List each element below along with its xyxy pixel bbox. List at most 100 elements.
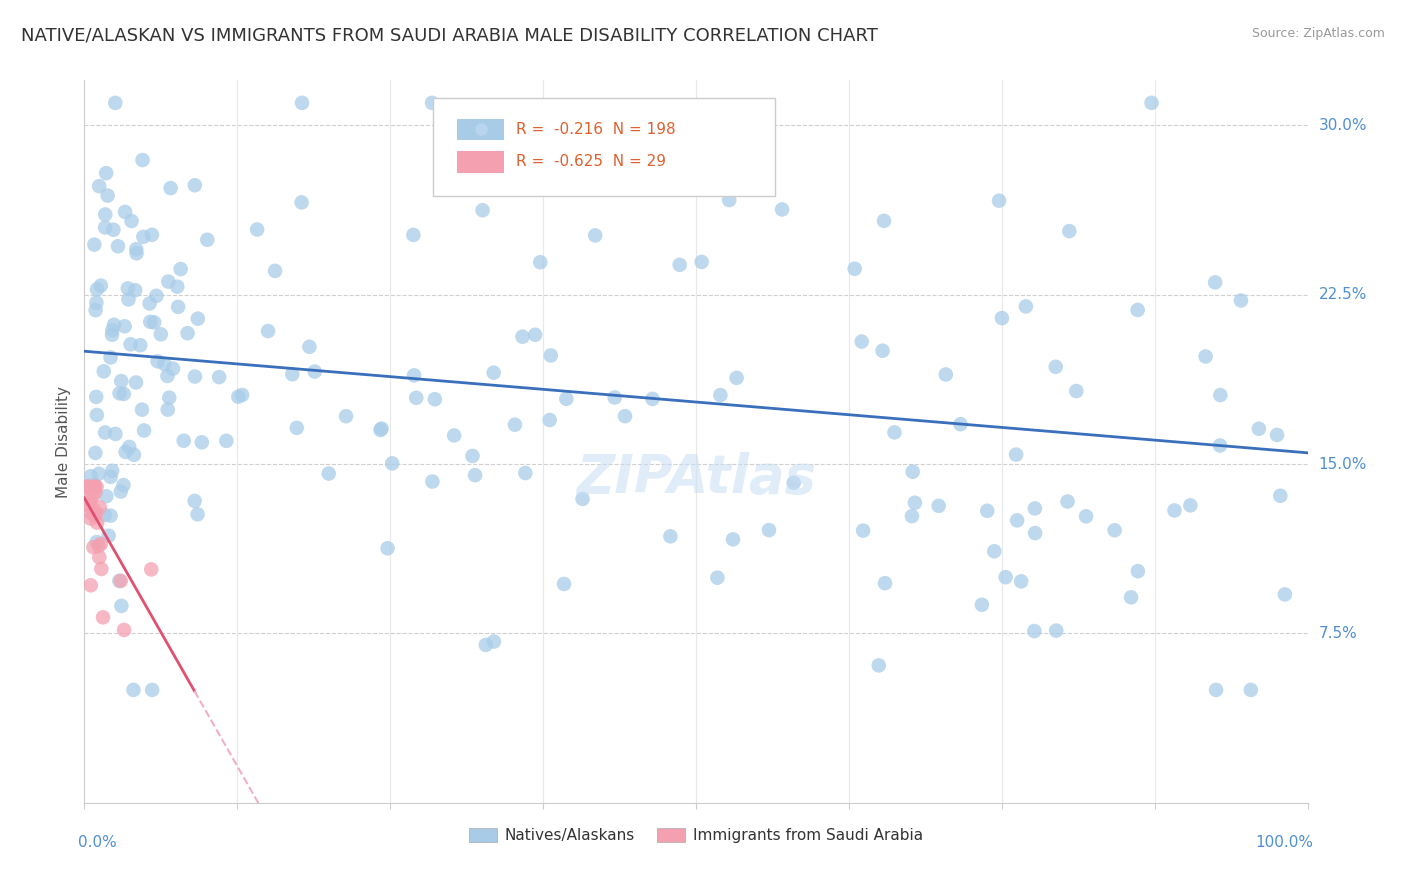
Immigrants from Saudi Arabia (86, 480, 108, 494)
Natives/Alaskans (97, 188, 120, 202)
Natives/Alaskans (706, 571, 728, 585)
Natives/Alaskans (949, 417, 972, 432)
Natives/Alaskans (257, 324, 280, 338)
Natives/Alaskans (883, 425, 905, 440)
Natives/Alaskans (87, 467, 110, 481)
Immigrants from Saudi Arabia (77, 497, 100, 511)
Natives/Alaskans (690, 255, 713, 269)
Natives/Alaskans (110, 599, 132, 613)
Immigrants from Saudi Arabia (80, 506, 103, 520)
Natives/Alaskans (1126, 564, 1149, 578)
Natives/Alaskans (868, 658, 890, 673)
Immigrants from Saudi Arabia (76, 480, 98, 494)
Immigrants from Saudi Arabia (90, 537, 112, 551)
Natives/Alaskans (173, 434, 195, 448)
Natives/Alaskans (668, 258, 690, 272)
Natives/Alaskans (1066, 384, 1088, 398)
Natives/Alaskans (176, 326, 198, 341)
Natives/Alaskans (208, 370, 231, 384)
Text: ZIPAtlas: ZIPAtlas (576, 451, 815, 504)
Natives/Alaskans (93, 364, 115, 378)
Natives/Alaskans (512, 329, 534, 343)
Immigrants from Saudi Arabia (84, 485, 107, 500)
Natives/Alaskans (503, 417, 526, 432)
Natives/Alaskans (129, 338, 152, 352)
Natives/Alaskans (100, 351, 122, 365)
Natives/Alaskans (1024, 624, 1046, 638)
Natives/Alaskans (156, 368, 179, 383)
Natives/Alaskans (725, 371, 748, 385)
Natives/Alaskans (475, 638, 498, 652)
Natives/Alaskans (162, 361, 184, 376)
Natives/Alaskans (96, 166, 118, 180)
Natives/Alaskans (94, 207, 117, 221)
Natives/Alaskans (141, 682, 163, 697)
Natives/Alaskans (187, 311, 209, 326)
Natives/Alaskans (215, 434, 238, 448)
Natives/Alaskans (1005, 513, 1028, 527)
Natives/Alaskans (153, 357, 176, 371)
Natives/Alaskans (86, 535, 108, 549)
Natives/Alaskans (187, 508, 209, 522)
Natives/Alaskans (90, 278, 112, 293)
Immigrants from Saudi Arabia (75, 481, 97, 495)
Natives/Alaskans (125, 376, 148, 390)
Natives/Alaskans (1163, 503, 1185, 517)
Natives/Alaskans (84, 446, 107, 460)
Natives/Alaskans (718, 193, 741, 207)
Immigrants from Saudi Arabia (83, 480, 105, 494)
Text: NATIVE/ALASKAN VS IMMIGRANTS FROM SAUDI ARABIA MALE DISABILITY CORRELATION CHART: NATIVE/ALASKAN VS IMMIGRANTS FROM SAUDI … (21, 27, 877, 45)
Natives/Alaskans (146, 354, 169, 368)
Natives/Alaskans (770, 202, 793, 217)
Text: R =  -0.216  N = 198: R = -0.216 N = 198 (516, 122, 676, 136)
Natives/Alaskans (184, 369, 207, 384)
Natives/Alaskans (114, 319, 136, 334)
Natives/Alaskans (402, 227, 425, 242)
Natives/Alaskans (86, 408, 108, 422)
Natives/Alaskans (120, 337, 142, 351)
Natives/Alaskans (143, 315, 166, 329)
Natives/Alaskans (285, 421, 308, 435)
Natives/Alaskans (1180, 499, 1202, 513)
Natives/Alaskans (1230, 293, 1253, 308)
Natives/Alaskans (89, 179, 111, 194)
Natives/Alaskans (377, 541, 399, 556)
Immigrants from Saudi Arabia (82, 490, 104, 504)
Natives/Alaskans (94, 220, 117, 235)
Natives/Alaskans (370, 421, 392, 435)
Natives/Alaskans (117, 281, 139, 295)
Natives/Alaskans (1024, 501, 1046, 516)
Immigrants from Saudi Arabia (79, 493, 101, 508)
Natives/Alaskans (1056, 494, 1078, 508)
Natives/Alaskans (281, 368, 304, 382)
Natives/Alaskans (246, 222, 269, 236)
Natives/Alaskans (1204, 276, 1226, 290)
Natives/Alaskans (571, 491, 593, 506)
FancyBboxPatch shape (457, 119, 503, 140)
Natives/Alaskans (420, 95, 443, 110)
Natives/Alaskans (191, 435, 214, 450)
Natives/Alaskans (1045, 624, 1067, 638)
Natives/Alaskans (122, 682, 145, 697)
Natives/Alaskans (104, 95, 127, 110)
Immigrants from Saudi Arabia (87, 539, 110, 553)
Text: 30.0%: 30.0% (1319, 118, 1367, 133)
Immigrants from Saudi Arabia (76, 480, 98, 494)
Natives/Alaskans (524, 327, 547, 342)
Y-axis label: Male Disability: Male Disability (56, 385, 72, 498)
Natives/Alaskans (672, 179, 695, 194)
Natives/Alaskans (83, 477, 105, 491)
Natives/Alaskans (124, 283, 146, 297)
Natives/Alaskans (145, 289, 167, 303)
Natives/Alaskans (381, 456, 404, 470)
FancyBboxPatch shape (457, 151, 503, 173)
Natives/Alaskans (555, 392, 578, 406)
Natives/Alaskans (553, 577, 575, 591)
Natives/Alaskans (100, 508, 122, 523)
Natives/Alaskans (443, 428, 465, 442)
Natives/Alaskans (157, 275, 180, 289)
Immigrants from Saudi Arabia (83, 502, 105, 516)
Natives/Alaskans (114, 445, 136, 459)
Natives/Alaskans (1265, 428, 1288, 442)
Natives/Alaskans (976, 504, 998, 518)
